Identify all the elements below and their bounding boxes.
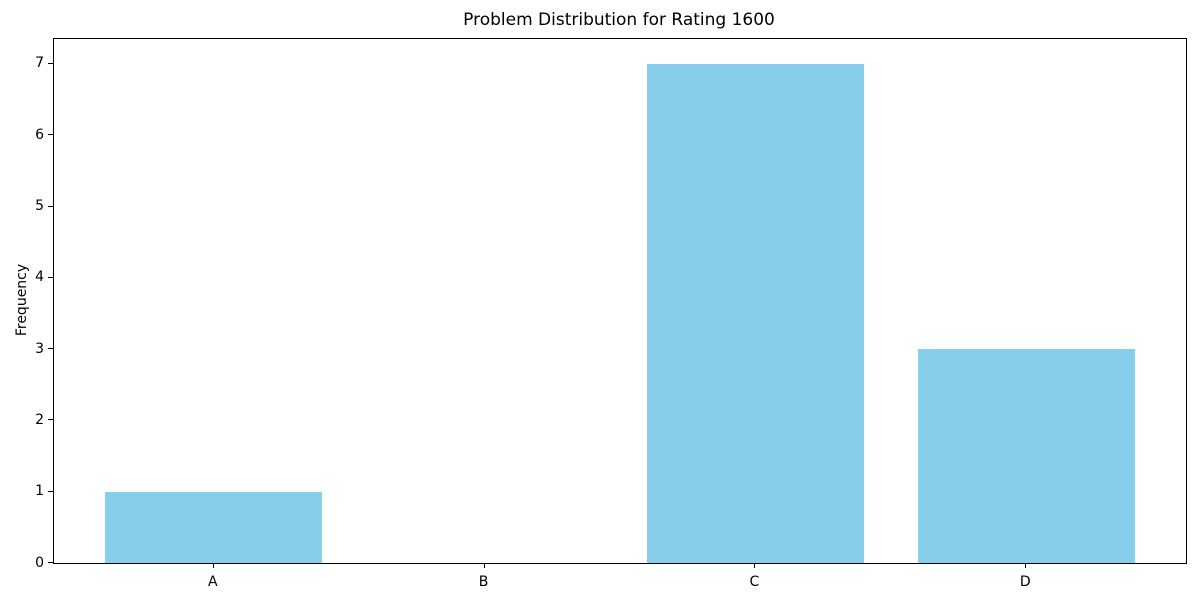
y-tick-mark [48, 205, 53, 207]
bar-C [647, 63, 864, 563]
y-tick-mark [48, 62, 53, 64]
plot-area [53, 38, 1187, 564]
x-tick-label-A: A [207, 574, 218, 590]
x-tick-label-D: D [1019, 574, 1031, 590]
y-tick-mark [48, 419, 53, 421]
bar-D [917, 349, 1135, 563]
bar-A [105, 491, 323, 563]
y-tick-label: 5 [35, 198, 44, 215]
y-tick-label: 2 [35, 411, 44, 428]
y-tick-mark [48, 348, 53, 350]
y-tick-label: 1 [35, 483, 44, 500]
x-tick-label-C: C [749, 574, 760, 590]
x-tick-mark [483, 563, 485, 568]
y-tick-mark [48, 276, 53, 278]
y-tick-label: 4 [35, 269, 44, 286]
y-tick-mark [48, 562, 53, 563]
x-tick-label-B: B [478, 574, 489, 590]
chart-title: Problem Distribution for Rating 1600 [463, 10, 775, 30]
y-tick-mark [48, 134, 53, 136]
x-tick-mark [1025, 563, 1027, 568]
y-tick-mark [48, 490, 53, 492]
x-tick-mark [754, 563, 756, 568]
y-tick-label: 0 [35, 554, 44, 571]
y-tick-label: 6 [35, 126, 44, 143]
x-tick-mark [212, 563, 214, 568]
y-tick-label: 7 [35, 55, 44, 72]
y-tick-label: 3 [35, 340, 44, 357]
